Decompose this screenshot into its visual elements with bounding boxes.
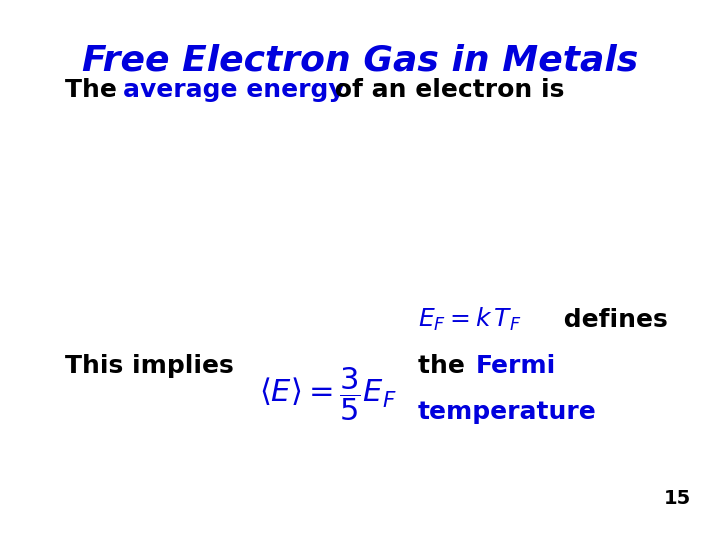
Text: 15: 15 bbox=[664, 489, 691, 508]
Text: temperature: temperature bbox=[418, 400, 596, 423]
Text: defines: defines bbox=[554, 308, 667, 332]
Text: Fermi: Fermi bbox=[476, 354, 556, 377]
Text: This implies: This implies bbox=[65, 354, 233, 377]
Text: $E_F = k\,T_F$: $E_F = k\,T_F$ bbox=[418, 306, 521, 333]
Text: average energy: average energy bbox=[123, 78, 344, 102]
Text: The: The bbox=[65, 78, 125, 102]
Text: of an electron is: of an electron is bbox=[325, 78, 564, 102]
Text: $\langle E \rangle = \dfrac{3}{5} E_F$: $\langle E \rangle = \dfrac{3}{5} E_F$ bbox=[259, 366, 397, 423]
Text: Free Electron Gas in Metals: Free Electron Gas in Metals bbox=[82, 43, 638, 77]
Text: the: the bbox=[418, 354, 473, 377]
